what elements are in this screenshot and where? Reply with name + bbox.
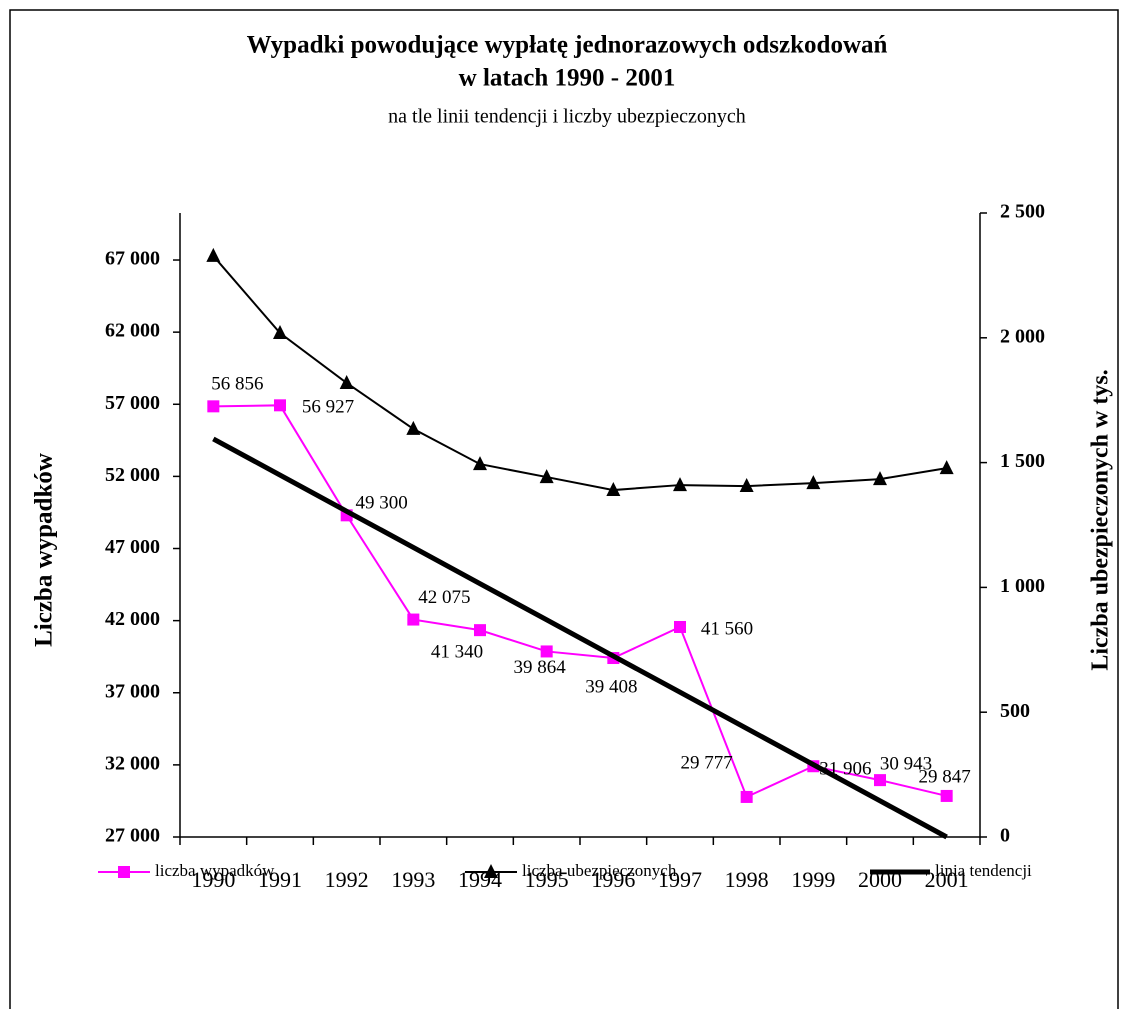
- y2-tick-label: 1 500: [1000, 450, 1045, 472]
- point-marker: [606, 482, 621, 497]
- chart-title: w latach 1990 - 2001: [459, 65, 676, 92]
- data-label: 56 856: [211, 374, 263, 395]
- y-tick-label: 52 000: [105, 464, 160, 486]
- point-marker: [939, 460, 954, 475]
- y-tick-label: 67 000: [105, 248, 160, 270]
- point-marker: [206, 247, 221, 262]
- data-label: 39 864: [514, 657, 567, 678]
- point-marker: [406, 420, 421, 435]
- x-tick-label: 1999: [791, 867, 835, 892]
- y-tick-label: 57 000: [105, 392, 160, 414]
- y-tick-label: 42 000: [105, 608, 160, 630]
- y2-tick-label: 2 000: [1000, 325, 1045, 347]
- data-label: 56 927: [302, 397, 354, 418]
- data-label: 31 906: [819, 759, 871, 780]
- frame: [9, 9, 1119, 1009]
- point-marker: [940, 789, 953, 802]
- legend-marker: [118, 866, 130, 878]
- data-label: 42 075: [418, 587, 470, 608]
- point-marker: [674, 620, 686, 633]
- chart-title: Wypadki powodujące wypłatę jednorazowych…: [247, 32, 888, 59]
- point-marker: [274, 399, 286, 412]
- point-marker: [474, 624, 486, 637]
- point-marker: [873, 471, 887, 486]
- point-marker: [207, 400, 220, 413]
- y-tick-label: 27 000: [105, 825, 160, 847]
- point-marker: [473, 456, 487, 471]
- point-marker: [339, 374, 354, 389]
- data-label: 41 560: [701, 618, 753, 639]
- x-tick-label: 1991: [258, 867, 302, 892]
- y-tick-label: 47 000: [105, 536, 160, 558]
- point-marker: [407, 613, 420, 626]
- legend-marker: [484, 864, 498, 878]
- data-label: 29 847: [919, 766, 971, 787]
- point-marker: [539, 469, 554, 484]
- legend-label: liczba ubezpieczonych: [522, 861, 677, 880]
- series-line: [213, 404, 947, 799]
- data-label: 49 300: [356, 493, 408, 514]
- y-tick-label: 37 000: [105, 680, 160, 702]
- y2-tick-label: 1 000: [1000, 575, 1045, 597]
- y2-tick-label: 2 500: [1000, 201, 1045, 223]
- x-tick-label: 1997: [658, 867, 702, 892]
- y2-tick-label: 0: [1000, 825, 1010, 847]
- point-marker: [673, 477, 687, 492]
- x-tick-label: 1995: [525, 867, 569, 892]
- y2-axis-title: Liczba ubezpieczonych w tys.: [1088, 369, 1114, 670]
- point-marker: [540, 645, 553, 658]
- x-tick-label: 1998: [725, 867, 769, 892]
- trend-line: [212, 436, 948, 840]
- x-tick-label: 1990: [191, 867, 235, 892]
- point-marker: [874, 774, 886, 787]
- x-tick-label: 1993: [391, 867, 435, 892]
- point-marker: [739, 478, 754, 493]
- data-label: 30 943: [880, 753, 932, 774]
- x-tick-label: 1994: [458, 867, 502, 892]
- point-marker: [806, 475, 821, 490]
- point-marker: [273, 325, 287, 340]
- point-marker: [740, 790, 753, 803]
- data-label: 29 777: [681, 752, 733, 773]
- x-tick-label: 1992: [325, 867, 369, 892]
- series-line: [212, 255, 947, 492]
- y-tick-label: 32 000: [105, 752, 160, 774]
- x-tick-label: 1996: [591, 867, 635, 892]
- legend-label: liczba wypadków: [155, 861, 275, 880]
- y-axis-title: Liczba wypadków: [31, 453, 58, 647]
- y2-tick-label: 500: [1000, 700, 1030, 722]
- x-tick-label: 2001: [925, 867, 969, 892]
- legend-label: linia tendencji: [935, 861, 1032, 880]
- y-tick-label: 62 000: [105, 320, 160, 342]
- chart-subtitle: na tle linii tendencji i liczby ubezpiec…: [388, 106, 746, 128]
- data-label: 41 340: [431, 642, 483, 663]
- data-label: 39 408: [585, 676, 637, 697]
